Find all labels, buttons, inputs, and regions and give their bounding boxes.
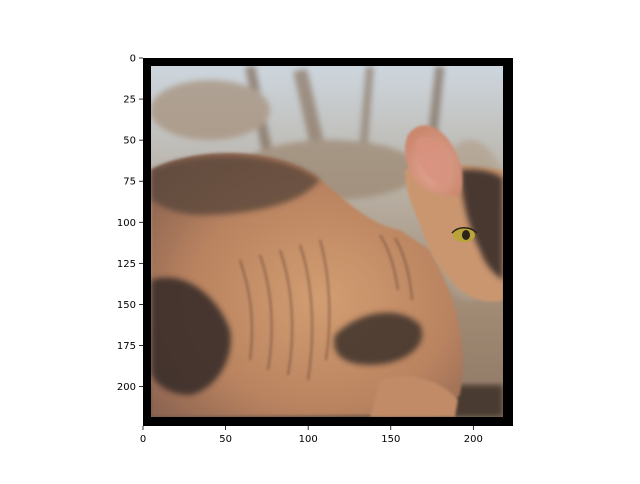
x-tick-label: 150 bbox=[381, 434, 400, 445]
x-tick-label: 100 bbox=[299, 434, 318, 445]
y-tick-label: 100 bbox=[117, 218, 136, 229]
y-axis: 0 25 50 75 100 125 150 175 200 bbox=[117, 54, 143, 393]
y-tick-label: 175 bbox=[117, 341, 136, 352]
y-tick-label: 50 bbox=[123, 136, 136, 147]
x-tick-label: 0 bbox=[140, 434, 146, 445]
y-tick-label: 25 bbox=[123, 95, 136, 106]
x-axis: 0 50 100 150 200 bbox=[140, 426, 483, 445]
x-tick-label: 200 bbox=[464, 434, 483, 445]
y-tick-label: 0 bbox=[130, 54, 136, 65]
y-tick-label: 200 bbox=[117, 382, 136, 393]
y-tick-label: 150 bbox=[117, 300, 136, 311]
x-tick-label: 50 bbox=[219, 434, 232, 445]
cat-photo bbox=[151, 66, 503, 417]
y-tick-label: 75 bbox=[123, 177, 136, 188]
y-tick-label: 125 bbox=[117, 259, 136, 270]
